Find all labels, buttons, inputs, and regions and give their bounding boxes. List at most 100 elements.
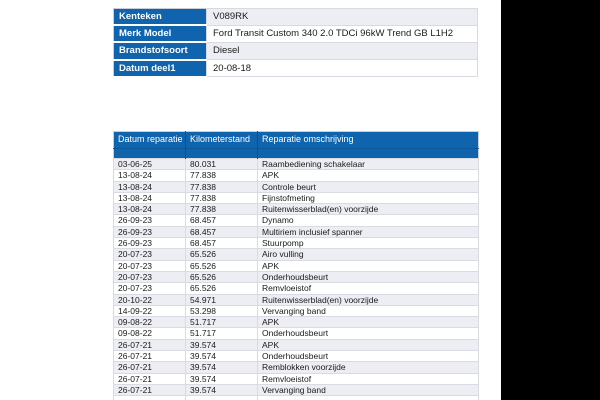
table-row: 26-09-23 68.457 Dynamo <box>113 214 479 227</box>
empty-cell <box>257 395 479 400</box>
info-label: Brandstofsoort <box>113 42 207 61</box>
info-label: Merk Model <box>113 25 207 44</box>
cell-reparatie-omschrijving: Remvloeistof <box>257 372 479 385</box>
cell-datum-reparatie: 20-07-23 <box>113 282 186 295</box>
cell-kilometerstand: 65.526 <box>185 259 258 272</box>
empty-cell <box>185 395 258 400</box>
table-row: 26-09-23 68.457 Stuurpomp <box>113 237 479 250</box>
cell-reparatie-omschrijving: Onderhoudsbeurt <box>257 327 479 340</box>
cell-datum-reparatie: 26-09-23 <box>113 225 186 239</box>
cell-reparatie-omschrijving: Ruitenwisserblad(en) voorzijde <box>257 203 479 216</box>
cell-datum-reparatie: 20-10-22 <box>113 293 186 306</box>
partial-row <box>113 395 479 400</box>
header-spacer-row <box>113 148 479 159</box>
cell-kilometerstand: 65.526 <box>185 282 258 295</box>
empty-cell <box>113 395 186 400</box>
cell-reparatie-omschrijving: Stuurpomp <box>257 237 479 250</box>
cell-datum-reparatie: 26-07-21 <box>113 338 186 352</box>
cell-datum-reparatie: 09-08-22 <box>113 316 186 329</box>
info-row: Merk Model Ford Transit Custom 340 2.0 TD… <box>113 24 478 44</box>
table-row: 09-08-22 51.717 Onderhoudsbeurt <box>113 327 479 340</box>
cell-reparatie-omschrijving: Vervanging band <box>257 304 479 318</box>
cell-datum-reparatie: 13-08-24 <box>113 203 186 216</box>
header-spacer-cell <box>185 148 258 159</box>
cell-kilometerstand: 39.574 <box>185 361 258 374</box>
cell-reparatie-omschrijving: APK <box>257 259 479 272</box>
info-row: Datum deel1 20-08-18 <box>113 59 478 78</box>
table-row: 26-07-21 39.574 Onderhoudsbeurt <box>113 350 479 363</box>
table-row: 20-07-23 65.526 Onderhoudsbeurt <box>113 270 479 284</box>
cell-datum-reparatie: 26-07-21 <box>113 372 186 385</box>
cell-reparatie-omschrijving: Raambediening schakelaar <box>257 157 479 171</box>
cell-reparatie-omschrijving: Vervanging band <box>257 383 479 397</box>
repair-history-body: 03-06-25 80.031 Raambediening schakelaar 13… <box>113 157 479 400</box>
vehicle-info-body: Kenteken V089RK Merk Model Ford Transit Cus… <box>113 8 478 78</box>
info-value: Ford Transit Custom 340 2.0 TDCi 96kW Tr… <box>206 24 478 43</box>
cell-kilometerstand: 68.457 <box>185 214 258 227</box>
cell-kilometerstand: 54.971 <box>185 293 258 306</box>
cell-datum-reparatie: 20-07-23 <box>113 270 186 284</box>
cell-reparatie-omschrijving: Ruitenwisserblad(en) voorzijde <box>257 293 479 306</box>
info-value: V089RK <box>206 8 478 26</box>
repair-history-header: Datum reparatie Kilometerstand Reparatie… <box>113 131 479 159</box>
cell-datum-reparatie: 03-06-25 <box>113 157 186 171</box>
cell-kilometerstand: 39.574 <box>185 338 258 352</box>
header-row: Datum reparatie Kilometerstand Reparatie… <box>113 131 479 149</box>
table-row: 26-07-21 39.574 Vervanging band <box>113 383 479 397</box>
cell-kilometerstand: 77.838 <box>185 180 258 193</box>
cell-kilometerstand: 51.717 <box>185 327 258 340</box>
info-value: 20-08-18 <box>206 59 478 78</box>
cell-reparatie-omschrijving: Multiriem inclusief spanner <box>257 225 479 239</box>
table-row: 26-07-21 39.574 APK <box>113 338 479 352</box>
cell-kilometerstand: 68.457 <box>185 225 258 239</box>
table-row: 20-07-23 65.526 Remvloeistof <box>113 282 479 295</box>
cell-kilometerstand: 39.574 <box>185 350 258 363</box>
cell-datum-reparatie: 14-09-22 <box>113 304 186 318</box>
right-black-area <box>501 0 600 400</box>
table-row: 14-09-22 53.298 Vervanging band <box>113 304 479 318</box>
cell-reparatie-omschrijving: APK <box>257 338 479 352</box>
vehicle-info-table: Kenteken V089RK Merk Model Ford Transit Cus… <box>113 8 478 78</box>
info-row: Brandstofsoort Diesel <box>113 41 478 61</box>
column-header-datum-reparatie: Datum reparatie <box>113 131 186 149</box>
repair-history-table: Datum reparatie Kilometerstand Reparatie… <box>113 131 479 400</box>
cell-reparatie-omschrijving: Onderhoudsbeurt <box>257 350 479 363</box>
cell-datum-reparatie: 13-08-24 <box>113 169 186 182</box>
cell-reparatie-omschrijving: Onderhoudsbeurt <box>257 270 479 284</box>
table-row: 26-09-23 68.457 Multiriem inclusief spanne… <box>113 225 479 239</box>
cell-datum-reparatie: 13-08-24 <box>113 180 186 193</box>
cell-datum-reparatie: 20-07-23 <box>113 248 186 261</box>
cell-datum-reparatie: 13-08-24 <box>113 191 186 205</box>
table-row: 26-07-21 39.574 Remvloeistof <box>113 372 479 385</box>
cell-kilometerstand: 39.574 <box>185 383 258 397</box>
header-spacer-cell <box>257 148 479 159</box>
table-row: 20-10-22 54.971 Ruitenwisserblad(en) voorz… <box>113 293 479 306</box>
cell-kilometerstand: 39.574 <box>185 372 258 385</box>
cell-kilometerstand: 77.838 <box>185 169 258 182</box>
header-spacer-cell <box>113 148 186 159</box>
cell-reparatie-omschrijving: Controle beurt <box>257 180 479 193</box>
column-header-reparatie-omschrijving: Reparatie omschrijving <box>257 131 479 149</box>
table-row: 13-08-24 77.838 Controle beurt <box>113 180 479 193</box>
cell-datum-reparatie: 09-08-22 <box>113 327 186 340</box>
cell-reparatie-omschrijving: APK <box>257 169 479 182</box>
table-row: 13-08-24 77.838 Fijnstofmeting <box>113 191 479 205</box>
table-row: 26-07-21 39.574 Remblokken voorzijde <box>113 361 479 374</box>
cell-kilometerstand: 65.526 <box>185 248 258 261</box>
cell-datum-reparatie: 26-07-21 <box>113 350 186 363</box>
cell-kilometerstand: 80.031 <box>185 157 258 171</box>
cell-kilometerstand: 77.838 <box>185 203 258 216</box>
cell-reparatie-omschrijving: Airo vulling <box>257 248 479 261</box>
table-row: 20-07-23 65.526 Airo vulling <box>113 248 479 261</box>
cell-kilometerstand: 53.298 <box>185 304 258 318</box>
info-value: Diesel <box>206 41 478 61</box>
cell-kilometerstand: 68.457 <box>185 237 258 250</box>
cell-datum-reparatie: 26-07-21 <box>113 383 186 397</box>
table-row: 13-08-24 77.838 APK <box>113 169 479 182</box>
cell-datum-reparatie: 26-07-21 <box>113 361 186 374</box>
info-label: Kenteken <box>113 8 207 27</box>
cell-kilometerstand: 51.717 <box>185 316 258 329</box>
table-row: 09-08-22 51.717 APK <box>113 316 479 329</box>
cell-reparatie-omschrijving: Remvloeistof <box>257 282 479 295</box>
